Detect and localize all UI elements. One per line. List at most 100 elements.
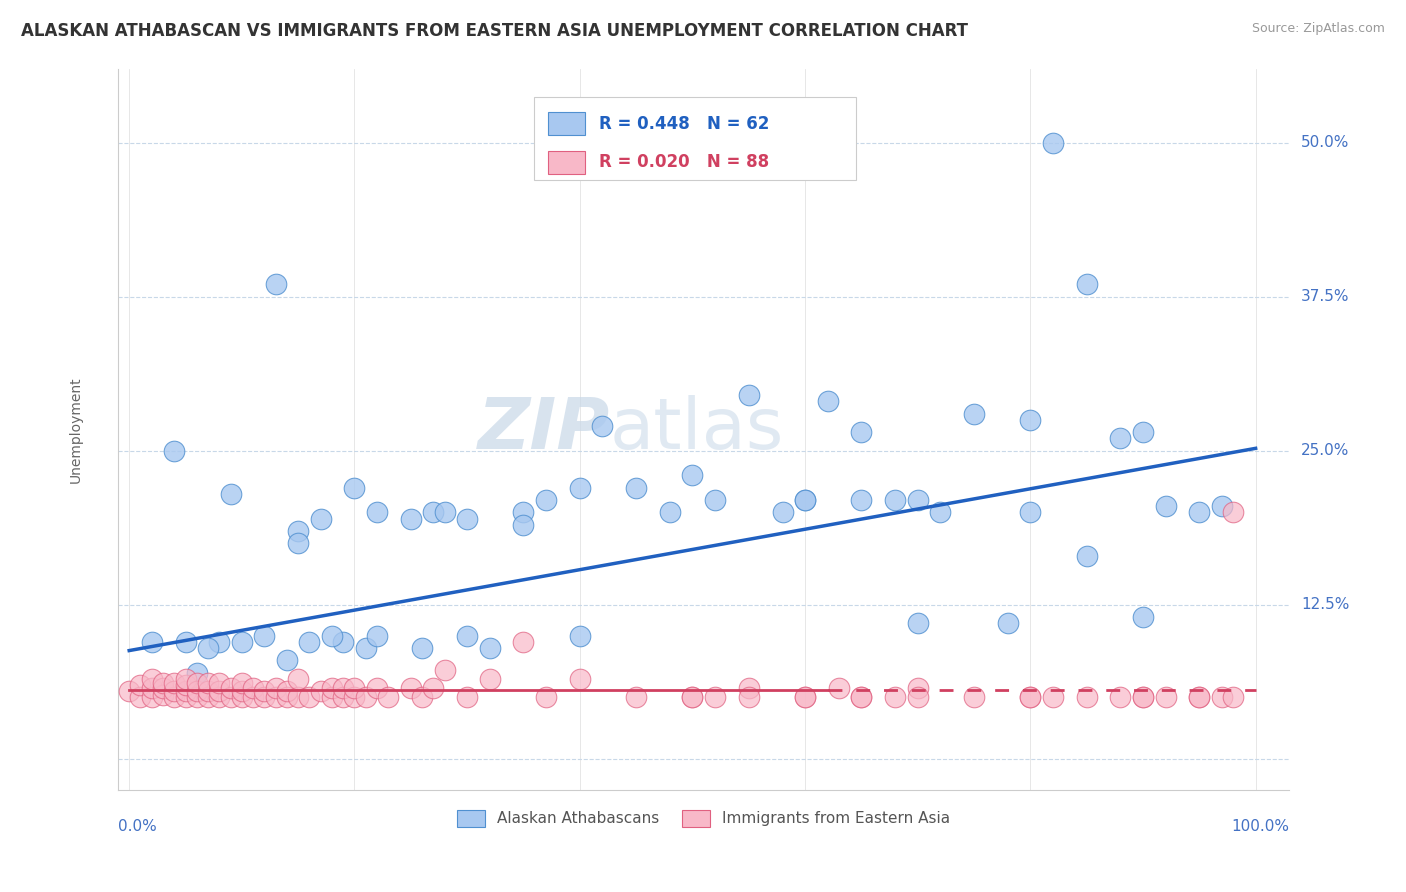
Point: [208, 684, 231, 698]
Point: [907, 493, 929, 508]
Point: [231, 684, 253, 698]
Point: [366, 681, 388, 695]
Point: [1132, 690, 1154, 705]
Point: [287, 536, 309, 550]
FancyBboxPatch shape: [534, 97, 856, 180]
Point: [433, 506, 456, 520]
Point: [141, 690, 163, 705]
Point: [287, 690, 309, 705]
Text: 50.0%: 50.0%: [1301, 135, 1350, 150]
Point: [186, 684, 208, 698]
Point: [456, 629, 478, 643]
Point: [828, 681, 851, 695]
Point: [321, 629, 343, 643]
Point: [907, 690, 929, 705]
Point: [276, 690, 298, 705]
Point: [681, 468, 703, 483]
Point: [231, 675, 253, 690]
Point: [422, 506, 444, 520]
Point: [624, 481, 647, 495]
Point: [478, 641, 501, 656]
FancyBboxPatch shape: [548, 112, 585, 136]
Point: [1042, 136, 1064, 150]
Point: [163, 684, 186, 698]
Point: [129, 678, 152, 692]
Point: [703, 493, 725, 508]
Point: [354, 641, 377, 656]
Point: [399, 681, 422, 695]
Point: [997, 616, 1019, 631]
Point: [219, 681, 242, 695]
Point: [1019, 506, 1042, 520]
Point: [1188, 690, 1211, 705]
Point: [174, 678, 197, 692]
Text: 25.0%: 25.0%: [1301, 443, 1350, 458]
Point: [1076, 277, 1098, 292]
Point: [422, 681, 444, 695]
Point: [253, 629, 276, 643]
Point: [174, 684, 197, 698]
Point: [1019, 413, 1042, 427]
Point: [253, 684, 276, 698]
Point: [568, 629, 591, 643]
Point: [264, 690, 287, 705]
Point: [1132, 425, 1154, 440]
Point: [884, 493, 907, 508]
Point: [174, 690, 197, 705]
Point: [1154, 690, 1177, 705]
Point: [534, 493, 557, 508]
Point: [1132, 690, 1154, 705]
Point: [152, 688, 174, 702]
Point: [174, 672, 197, 686]
Point: [851, 425, 873, 440]
Point: [141, 635, 163, 649]
Text: Source: ZipAtlas.com: Source: ZipAtlas.com: [1251, 22, 1385, 36]
Point: [208, 690, 231, 705]
Point: [568, 672, 591, 686]
Point: [1042, 690, 1064, 705]
Point: [738, 681, 761, 695]
Point: [253, 690, 276, 705]
Point: [231, 690, 253, 705]
Point: [399, 511, 422, 525]
Point: [817, 394, 839, 409]
Point: [276, 684, 298, 698]
Point: [568, 481, 591, 495]
Point: [231, 635, 253, 649]
Point: [186, 665, 208, 680]
Point: [141, 681, 163, 695]
Text: 100.0%: 100.0%: [1232, 819, 1289, 834]
Point: [794, 493, 817, 508]
Point: [456, 690, 478, 705]
Point: [208, 635, 231, 649]
Point: [287, 524, 309, 538]
Point: [681, 690, 703, 705]
Point: [963, 407, 986, 421]
Point: [163, 690, 186, 705]
Point: [343, 690, 366, 705]
Point: [163, 675, 186, 690]
FancyBboxPatch shape: [548, 151, 585, 174]
Point: [681, 690, 703, 705]
Point: [772, 506, 794, 520]
Point: [197, 690, 219, 705]
Point: [343, 481, 366, 495]
Point: [242, 690, 264, 705]
Point: [264, 277, 287, 292]
Point: [174, 635, 197, 649]
Point: [298, 690, 321, 705]
Text: R = 0.448   N = 62: R = 0.448 N = 62: [599, 115, 770, 133]
Point: [287, 672, 309, 686]
Point: [186, 675, 208, 690]
Point: [512, 635, 534, 649]
Point: [354, 690, 377, 705]
Point: [276, 653, 298, 667]
Point: [163, 443, 186, 458]
Point: [219, 690, 242, 705]
Text: atlas: atlas: [610, 395, 785, 464]
Point: [963, 690, 986, 705]
Text: 0.0%: 0.0%: [118, 819, 156, 834]
Point: [703, 690, 725, 705]
Point: [591, 419, 613, 434]
Point: [433, 663, 456, 677]
